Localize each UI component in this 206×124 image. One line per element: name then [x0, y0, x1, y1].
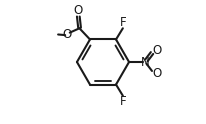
Text: F: F — [120, 16, 127, 29]
Text: O: O — [152, 67, 162, 80]
Text: O: O — [152, 44, 162, 57]
Text: N: N — [141, 56, 150, 68]
Text: O: O — [74, 4, 83, 17]
Text: F: F — [120, 95, 127, 108]
Text: O: O — [62, 28, 72, 41]
